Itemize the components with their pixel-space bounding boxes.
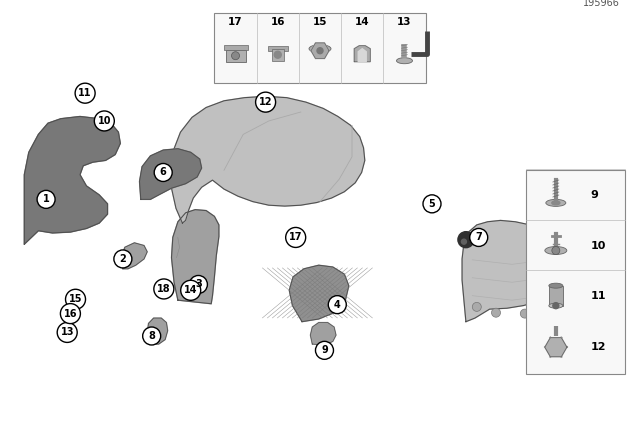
Ellipse shape — [549, 283, 563, 288]
Text: 6: 6 — [160, 168, 166, 177]
Text: 4: 4 — [334, 300, 340, 310]
Circle shape — [470, 228, 488, 246]
Text: 13: 13 — [60, 327, 74, 337]
Circle shape — [492, 308, 500, 317]
Ellipse shape — [552, 201, 560, 205]
Text: 17: 17 — [289, 233, 303, 242]
Circle shape — [316, 341, 333, 359]
Polygon shape — [310, 323, 336, 345]
Text: 11: 11 — [591, 291, 606, 301]
Polygon shape — [140, 149, 202, 199]
Text: 14: 14 — [355, 17, 369, 27]
Polygon shape — [172, 96, 365, 223]
Text: 10: 10 — [591, 241, 606, 250]
Text: 13: 13 — [397, 17, 412, 27]
Text: 195966: 195966 — [583, 0, 620, 8]
Circle shape — [461, 239, 467, 244]
Text: 16: 16 — [271, 17, 285, 27]
Text: 9: 9 — [321, 345, 328, 355]
Circle shape — [60, 304, 81, 323]
Ellipse shape — [309, 45, 331, 53]
Polygon shape — [462, 220, 571, 322]
Circle shape — [559, 246, 568, 255]
Text: 8: 8 — [148, 331, 155, 341]
Circle shape — [154, 164, 172, 181]
Polygon shape — [289, 265, 349, 322]
Polygon shape — [545, 338, 567, 357]
Text: 12: 12 — [591, 342, 606, 352]
Circle shape — [154, 279, 174, 299]
Bar — [549, 286, 563, 306]
Circle shape — [472, 302, 481, 311]
Text: 10: 10 — [97, 116, 111, 126]
Circle shape — [547, 338, 565, 356]
Polygon shape — [311, 43, 329, 59]
Circle shape — [564, 278, 573, 287]
Polygon shape — [147, 318, 168, 344]
Text: 12: 12 — [259, 97, 273, 107]
Text: 15: 15 — [68, 294, 83, 304]
Circle shape — [143, 327, 161, 345]
Text: 11: 11 — [78, 88, 92, 98]
Ellipse shape — [397, 58, 413, 64]
Circle shape — [232, 52, 239, 60]
Polygon shape — [122, 243, 147, 269]
Circle shape — [562, 262, 571, 271]
Circle shape — [545, 302, 554, 311]
Circle shape — [37, 190, 55, 208]
Circle shape — [557, 291, 566, 300]
Ellipse shape — [545, 246, 567, 254]
Circle shape — [423, 195, 441, 213]
Circle shape — [317, 48, 323, 54]
Bar — [268, 46, 288, 51]
Bar — [225, 50, 246, 62]
Ellipse shape — [546, 199, 566, 207]
Text: 5: 5 — [429, 199, 435, 209]
Circle shape — [75, 83, 95, 103]
Text: 1: 1 — [43, 194, 49, 204]
Text: 3: 3 — [195, 280, 202, 289]
Bar — [214, 13, 426, 83]
Text: 14: 14 — [184, 285, 198, 295]
Circle shape — [275, 51, 281, 58]
Text: 2: 2 — [120, 254, 126, 264]
Bar — [223, 45, 248, 50]
Bar — [272, 49, 284, 61]
Polygon shape — [358, 49, 366, 62]
Polygon shape — [355, 46, 370, 62]
Circle shape — [553, 303, 559, 309]
Text: 16: 16 — [63, 309, 77, 319]
Circle shape — [255, 92, 276, 112]
Text: 15: 15 — [313, 17, 327, 27]
Circle shape — [114, 250, 132, 268]
Circle shape — [189, 276, 207, 293]
Bar — [526, 170, 625, 374]
Text: 18: 18 — [157, 284, 171, 294]
Circle shape — [285, 228, 306, 247]
Circle shape — [520, 309, 529, 318]
Text: 17: 17 — [228, 17, 243, 27]
Text: 7: 7 — [476, 233, 482, 242]
Ellipse shape — [549, 303, 563, 308]
Polygon shape — [172, 210, 219, 304]
Text: 9: 9 — [591, 190, 598, 200]
Circle shape — [94, 111, 115, 131]
Circle shape — [328, 296, 346, 314]
Circle shape — [458, 232, 474, 248]
Circle shape — [65, 289, 86, 309]
Circle shape — [57, 323, 77, 342]
Circle shape — [180, 280, 201, 300]
Circle shape — [552, 246, 560, 254]
Polygon shape — [24, 116, 120, 244]
